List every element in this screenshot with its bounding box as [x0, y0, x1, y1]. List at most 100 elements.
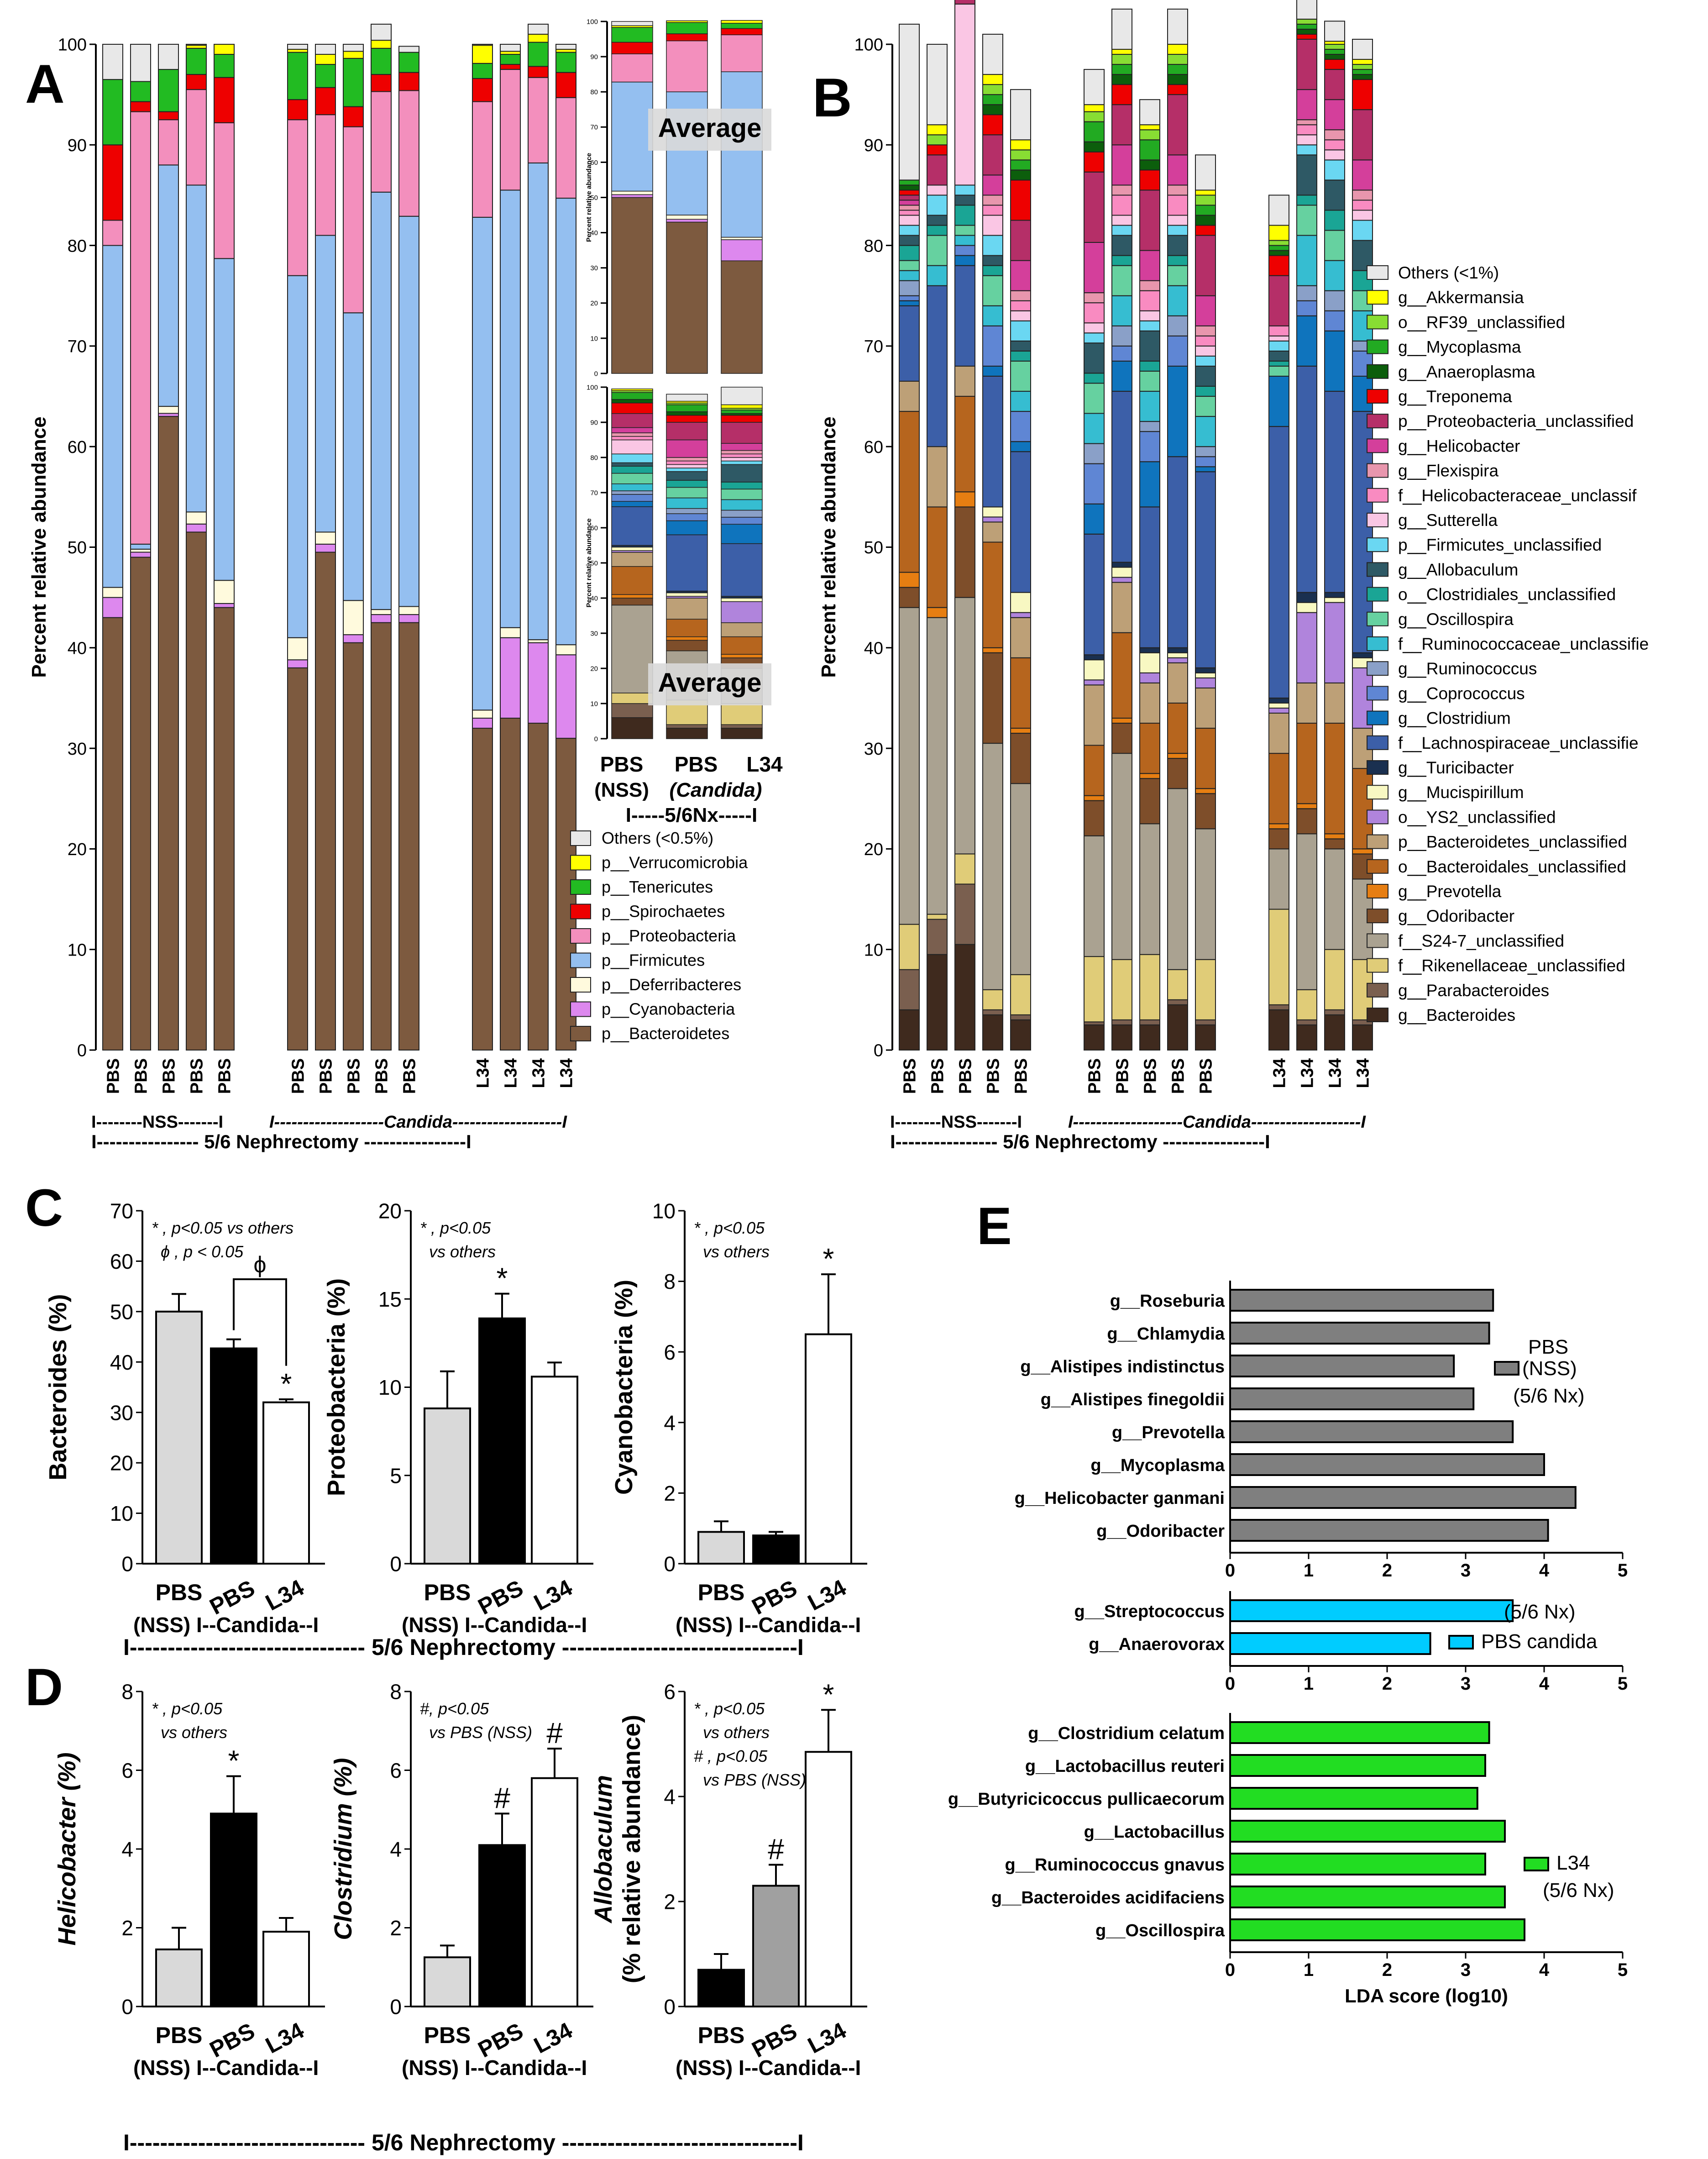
chart-B-tick-label: L34: [1298, 1058, 1317, 1088]
chart-avg-bottom-segment: [611, 439, 653, 455]
legend-b-swatch: [1367, 735, 1388, 750]
chart-B-segment: [1084, 443, 1105, 464]
chart-B-segment: [1352, 38, 1373, 60]
chart-B-segment: [1296, 682, 1317, 724]
chart-D1-y-tick-label: 4: [121, 1838, 133, 1861]
chart-B-segment: [1268, 707, 1289, 714]
chart-B-segment: [1139, 320, 1160, 331]
avg-label-bottom-bg: [648, 663, 771, 705]
chart-A-segment: [371, 614, 392, 623]
chart-B-segment: [1324, 44, 1345, 50]
chart-D2-bar: [478, 1844, 526, 2007]
chart-B-segment: [1010, 733, 1031, 784]
chart-A-tick-label: PBS: [187, 1058, 206, 1094]
chart-D1-y-tick-label: 2: [121, 1916, 133, 1940]
chart-avg-bottom-segment: [611, 703, 653, 718]
chart-B-segment: [1296, 803, 1317, 809]
chart-A-segment: [158, 406, 179, 414]
chart-E1-x-tick-label: 2: [1382, 1560, 1392, 1581]
chart-C1-y-tick-label: 40: [110, 1350, 133, 1374]
chart-B-segment: [1010, 360, 1031, 392]
chart-avg-bottom-ylabel: Percent relative abundance: [585, 518, 593, 607]
chart-avg-bottom-segment: [611, 389, 653, 391]
chart-B-segment: [1324, 159, 1345, 181]
chart-B-segment: [899, 200, 920, 206]
chart-D1-group-label: (NSS) I--Candida--I: [133, 2056, 319, 2080]
legend-b-label: f__Ruminococcaceae_unclassifie: [1398, 635, 1649, 653]
chart-avg-bottom-segment: [666, 460, 708, 465]
chart-B-segment: [1324, 310, 1345, 331]
chart-B-segment: [1084, 413, 1105, 444]
chart-B-segment: [1167, 365, 1188, 457]
chart-B-segment: [1296, 365, 1317, 593]
chart-avg-bottom-segment: [611, 490, 653, 495]
chart-D2-sig-mark: #: [494, 1781, 510, 1814]
chart-E1-cat-label: g__Mycoplasma: [1090, 1456, 1225, 1475]
chart-E1-x-tick-label: 5: [1618, 1560, 1628, 1581]
legend-b-swatch: [1367, 834, 1388, 849]
chart-avg-bottom-segment: [611, 399, 653, 404]
chart-B-y-tick-label: 90: [864, 136, 883, 155]
chart-B-segment: [982, 235, 1003, 256]
chart-A-segment: [214, 607, 235, 1051]
chart-B-y-tick-label: 10: [864, 940, 883, 960]
chart-avg-bottom-segment: [611, 402, 653, 414]
chart-B-segment: [1324, 602, 1345, 683]
chart-C1-y-tick-label: 10: [110, 1502, 133, 1525]
panel-c-nephrectomy-line: I------------------------------- 5/6 Nep…: [123, 1634, 804, 1660]
legend-b-label: g__Bacteroides: [1398, 1006, 1515, 1024]
chart-B-segment: [1268, 753, 1289, 825]
chart-avg-bottom-y-tick-label: 10: [590, 700, 598, 708]
chart-B-segment: [954, 265, 975, 367]
chart-B-segment: [982, 516, 1003, 523]
chart-A-segment: [555, 97, 576, 199]
chart-C2-stat-legend: vs others: [429, 1242, 496, 1261]
chart-C1-y-tick-label: 30: [110, 1401, 133, 1424]
chart-D3-stat-legend: * , p<0.05: [694, 1699, 765, 1718]
avg-group-line: I-----5/6Nx-----I: [626, 804, 757, 826]
chart-A-tick-label: L34: [501, 1058, 520, 1088]
chart-A-segment: [343, 126, 364, 314]
chart-B-segment: [899, 411, 920, 573]
chart-B-segment: [982, 104, 1003, 116]
chart-avg-bottom-segment: [721, 415, 763, 423]
chart-B-segment: [1111, 567, 1132, 578]
chart-A-segment: [214, 122, 235, 259]
chart-avg-bottom-segment: [721, 517, 763, 525]
chart-A-segment: [130, 111, 151, 545]
chart-E3-cat-label: g__Lactobacillus reuteri: [1025, 1757, 1225, 1776]
chart-B-segment: [1084, 533, 1105, 656]
chart-avg-top-y-tick-label: 80: [590, 89, 598, 96]
chart-B-segment: [1195, 396, 1216, 417]
legend-a-label: p__Proteobacteria: [602, 926, 736, 945]
chart-avg-bottom-segment: [666, 513, 708, 521]
panel-a-nephrectomy-line: I---------------- 5/6 Nephrectomy ------…: [91, 1131, 472, 1152]
chart-A-segment: [343, 600, 364, 636]
legend-b-swatch: [1367, 809, 1388, 825]
chart-B-segment: [1167, 194, 1188, 216]
chart-B-ylabel: Percent relative abundance: [817, 416, 840, 678]
chart-A-segment: [371, 74, 392, 92]
chart-B-segment: [927, 124, 948, 136]
chart-A-segment: [528, 162, 549, 641]
chart-B-segment: [1010, 260, 1031, 291]
chart-E1-cat-label: g__Prevotella: [1112, 1423, 1225, 1442]
chart-avg-bottom-segment: [721, 636, 763, 655]
chart-E1-cat-label: g__Alistipes finegoldii: [1041, 1390, 1225, 1409]
legend-b-swatch: [1367, 884, 1388, 898]
chart-E1-x-tick-label: 4: [1539, 1560, 1550, 1581]
legend-b-swatch: [1367, 537, 1388, 552]
chart-avg-top-y-tick-label: 20: [590, 299, 598, 307]
chart-avg-bottom-y-tick-label: 70: [590, 489, 598, 497]
chart-B-segment: [1010, 310, 1031, 321]
chart-A-segment: [287, 637, 308, 661]
legend-b-label: g__Sutterella: [1398, 511, 1498, 530]
chart-A-segment: [214, 258, 235, 581]
chart-A-segment: [214, 54, 235, 78]
chart-B-segment: [1268, 909, 1289, 1005]
chart-C3-y-tick-label: 0: [664, 1552, 676, 1576]
chart-B-segment: [1139, 169, 1160, 191]
chart-C2-y-tick-label: 20: [378, 1199, 402, 1223]
chart-B-segment: [1111, 723, 1132, 754]
chart-B-segment: [1167, 154, 1188, 186]
